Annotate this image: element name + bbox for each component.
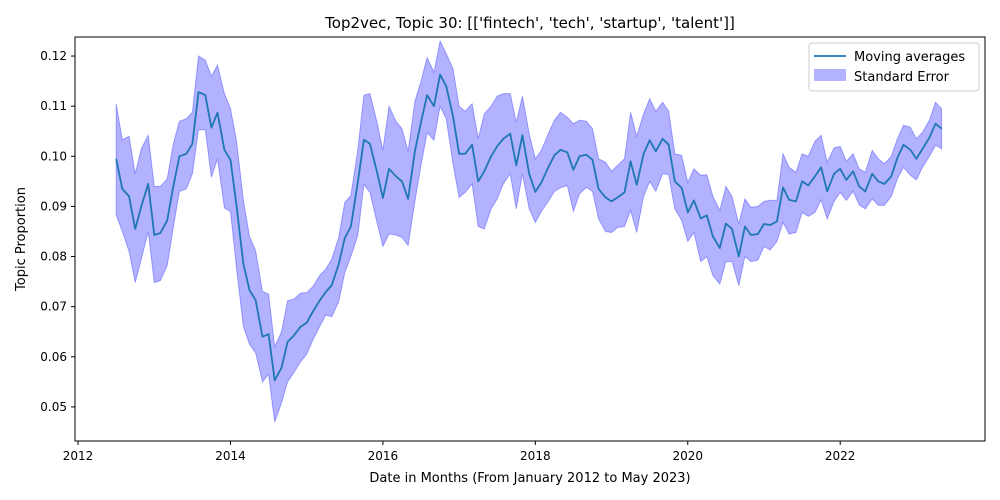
y-axis: 0.05 0.06 0.07 0.08 0.09 0.10 0.11 0.12 <box>40 49 75 414</box>
standard-error-band-group <box>115 39 943 423</box>
x-tick-label: 2012 <box>63 449 94 463</box>
y-tick-label: 0.12 <box>40 49 67 63</box>
legend-band-swatch <box>814 69 846 81</box>
plot-area <box>75 37 985 441</box>
legend-moving-averages-label: Moving averages <box>854 50 965 65</box>
x-axis: 2012 2014 2016 2018 2020 2022 <box>63 441 856 463</box>
x-axis-label: Date in Months (From January 2012 to May… <box>369 471 690 486</box>
legend-box <box>808 42 980 92</box>
chart-title: Top2vec, Topic 30: [['fintech', 'tech', … <box>324 14 735 32</box>
y-tick-label: 0.11 <box>40 99 67 113</box>
y-tick-label: 0.05 <box>40 400 67 414</box>
x-tick-label: 2014 <box>215 449 246 463</box>
y-tick-label: 0.07 <box>40 300 67 314</box>
y-tick-label: 0.08 <box>40 250 67 264</box>
y-tick-label: 0.06 <box>40 350 67 364</box>
legend: Moving averages Standard Error <box>808 42 980 92</box>
y-axis-label: Topic Proportion <box>14 187 29 292</box>
standard-error-band <box>115 39 943 423</box>
x-tick-label: 2016 <box>368 449 399 463</box>
moving-average-line <box>115 73 943 382</box>
plot-frame <box>74 36 986 442</box>
x-tick-label: 2022 <box>825 449 856 463</box>
y-tick-label: 0.09 <box>40 199 67 213</box>
legend-standard-error-label: Standard Error <box>854 70 950 85</box>
x-tick-label: 2020 <box>672 449 703 463</box>
x-tick-label: 2018 <box>520 449 551 463</box>
moving-average-line-group <box>115 73 943 382</box>
y-tick-label: 0.10 <box>40 149 67 163</box>
